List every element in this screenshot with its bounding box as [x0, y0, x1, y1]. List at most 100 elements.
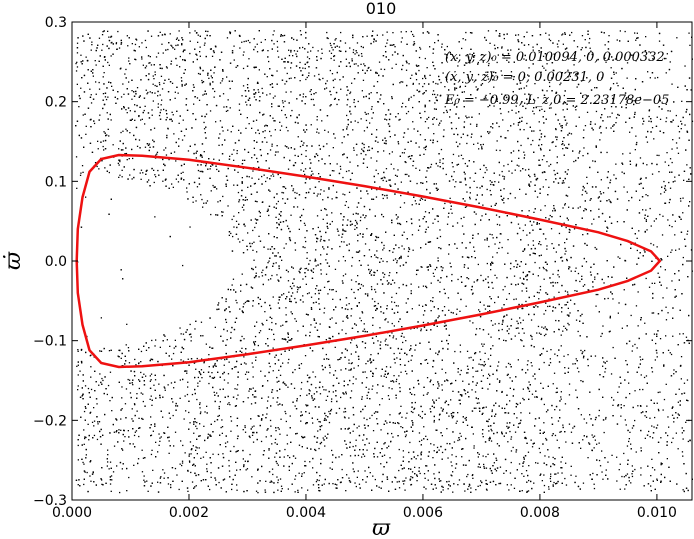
scatter-point: [243, 338, 245, 340]
scatter-point: [526, 103, 528, 105]
scatter-point: [555, 391, 557, 394]
scatter-point: [667, 434, 669, 437]
scatter-point: [580, 380, 582, 382]
scatter-point: [386, 119, 388, 121]
scatter-point: [475, 328, 478, 330]
scatter-point: [486, 377, 489, 379]
scatter-point: [671, 441, 673, 444]
scatter-point: [248, 390, 250, 392]
scatter-point: [247, 186, 249, 188]
scatter-point: [612, 346, 614, 349]
scatter-point: [261, 271, 263, 274]
scatter-point: [311, 270, 313, 272]
scatter-point: [329, 366, 331, 368]
scatter-point: [354, 225, 356, 227]
scatter-point: [186, 372, 188, 374]
scatter-point: [310, 324, 312, 326]
scatter-point: [120, 357, 122, 359]
scatter-point: [562, 330, 564, 332]
scatter-point: [631, 473, 633, 475]
scatter-point: [318, 132, 320, 134]
scatter-point: [599, 465, 602, 467]
scatter-point: [614, 58, 617, 60]
scatter-point: [77, 385, 79, 387]
scatter-point: [680, 378, 682, 380]
scatter-point: [391, 96, 393, 98]
scatter-point: [117, 162, 119, 164]
scatter-point: [80, 349, 83, 351]
scatter-point: [286, 72, 288, 75]
scatter-point: [365, 119, 368, 122]
scatter-point: [475, 407, 477, 409]
scatter-point: [462, 81, 464, 83]
scatter-point: [131, 90, 133, 92]
scatter-point: [304, 460, 306, 463]
scatter-point: [205, 113, 208, 115]
scatter-point: [549, 477, 551, 480]
scatter-point: [381, 177, 384, 179]
scatter-point: [667, 416, 669, 418]
scatter-point: [168, 436, 170, 438]
scatter-point: [365, 154, 367, 156]
scatter-point: [168, 78, 170, 80]
scatter-point: [430, 282, 432, 284]
scatter-point: [348, 243, 350, 245]
scatter-point: [108, 350, 111, 352]
scatter-point: [472, 322, 474, 324]
scatter-point: [118, 164, 120, 166]
scatter-point: [93, 407, 95, 409]
scatter-point: [639, 199, 641, 201]
scatter-point: [90, 102, 93, 104]
scatter-point: [356, 42, 359, 44]
scatter-point: [439, 229, 441, 231]
scatter-point: [583, 418, 585, 420]
scatter-point: [263, 174, 265, 176]
scatter-point: [534, 100, 536, 102]
scatter-point: [512, 150, 515, 152]
scatter-point: [608, 35, 610, 37]
scatter-point: [472, 376, 474, 378]
scatter-point: [479, 358, 482, 361]
scatter-point: [629, 393, 631, 395]
scatter-point: [642, 388, 644, 391]
scatter-point: [348, 359, 350, 361]
scatter-point: [165, 147, 167, 149]
scatter-point: [586, 111, 589, 113]
scatter-point: [623, 476, 625, 478]
scatter-point: [466, 165, 468, 167]
scatter-point: [304, 246, 306, 249]
scatter-point: [316, 195, 318, 197]
scatter-point: [545, 217, 547, 219]
scatter-point: [501, 46, 503, 48]
scatter-point: [501, 433, 503, 435]
scatter-point: [582, 351, 584, 353]
scatter-point: [671, 161, 673, 164]
scatter-point: [567, 367, 570, 369]
scatter-point: [325, 208, 327, 211]
scatter-point: [91, 41, 93, 43]
scatter-point: [506, 374, 508, 376]
scatter-point: [623, 452, 625, 455]
scatter-point: [473, 250, 476, 252]
scatter-point: [584, 125, 587, 127]
scatter-point: [249, 436, 251, 439]
scatter-point: [252, 229, 254, 232]
scatter-point: [441, 384, 443, 386]
scatter-point: [296, 291, 298, 293]
scatter-point: [420, 328, 422, 330]
scatter-point: [658, 154, 660, 157]
scatter-point: [494, 243, 496, 245]
scatter-point: [447, 457, 449, 459]
scatter-point: [438, 449, 440, 451]
scatter-point: [99, 350, 101, 352]
scatter-point: [358, 483, 361, 485]
scatter-point: [482, 455, 484, 457]
scatter-point: [399, 364, 402, 366]
scatter-point: [523, 76, 526, 78]
scatter-point: [598, 442, 600, 444]
scatter-point: [255, 275, 257, 278]
scatter-point: [315, 449, 317, 452]
scatter-point: [516, 417, 518, 419]
scatter-point: [164, 389, 166, 391]
scatter-point: [222, 453, 224, 455]
